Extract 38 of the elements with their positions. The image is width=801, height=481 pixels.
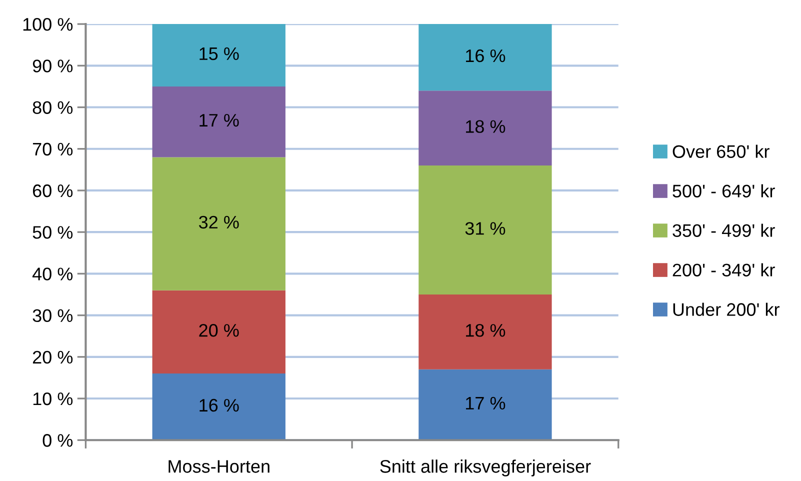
- x-tick-label: Moss-Horten: [168, 460, 270, 473]
- bar: [152, 290, 286, 374]
- bar: [152, 86, 286, 158]
- data-label: 16 %: [466, 49, 506, 62]
- data-label: 18 %: [466, 324, 506, 337]
- data-label: 17 %: [466, 396, 506, 410]
- legend-label: Under 200' kr: [673, 302, 780, 316]
- y-tick-label: 0 %: [42, 434, 73, 447]
- y-tick-label: 10 %: [33, 392, 73, 406]
- legend-label: 350' - 499' kr: [672, 224, 775, 237]
- data-label: 17 %: [200, 114, 239, 127]
- data-label: 32 %: [198, 216, 239, 229]
- bar: [418, 90, 552, 166]
- y-tick-label: 80 %: [32, 101, 73, 114]
- bar: [152, 24, 286, 86]
- y-tick-label: 40 %: [32, 268, 73, 280]
- legend-label: 500' - 649' kr: [672, 184, 775, 198]
- bar: [418, 24, 552, 91]
- legend-label: 200' - 349' kr: [672, 263, 775, 276]
- y-tick-label: 50 %: [32, 226, 73, 239]
- bar: [152, 157, 286, 290]
- y-tick-label: 100 %: [23, 18, 73, 31]
- data-label: 16 %: [200, 398, 239, 412]
- y-tick-label: 60 %: [32, 184, 73, 198]
- data-label: 18 %: [466, 120, 506, 133]
- x-tick-label: Snitt alle riksvegferjereiser: [380, 460, 591, 476]
- data-label: 20 %: [199, 324, 239, 337]
- bar: [418, 294, 552, 370]
- bar: [418, 369, 552, 440]
- data-label: 15 %: [200, 47, 239, 60]
- y-tick-label: 20 %: [32, 350, 73, 364]
- bar: [418, 166, 552, 294]
- bar: [152, 374, 286, 440]
- y-tick-label: 30 %: [32, 309, 73, 322]
- data-label: 31 %: [465, 222, 506, 235]
- y-tick-label: 90 %: [32, 60, 73, 72]
- legend-label: Over 650' kr: [672, 144, 770, 158]
- y-tick-label: 70 %: [32, 142, 73, 156]
